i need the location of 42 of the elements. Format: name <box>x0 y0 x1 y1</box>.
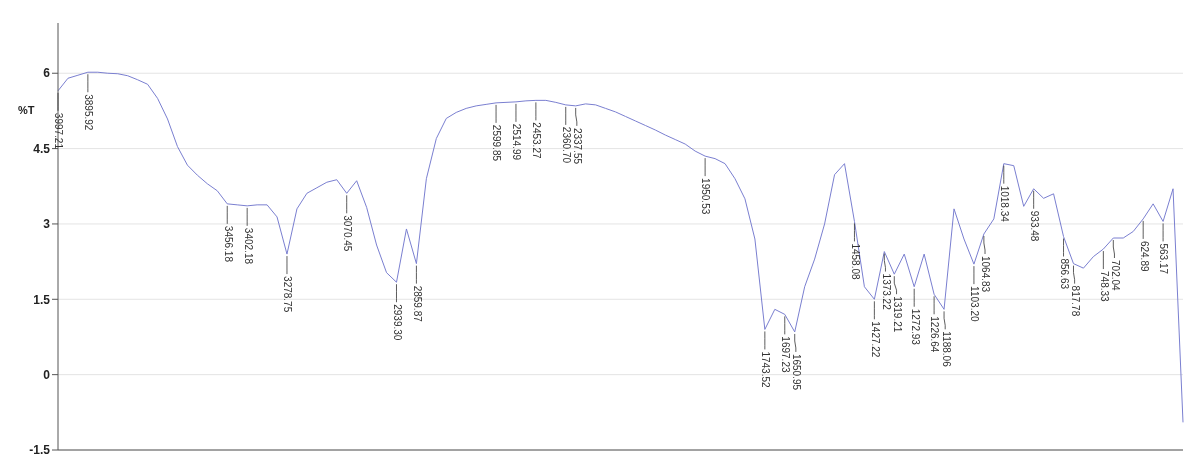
x-tick-label: 1650.95 <box>791 353 803 391</box>
x-tick-label: 702.04 <box>1109 260 1121 292</box>
x-tick-label: 3402.18 <box>242 227 254 265</box>
x-tick-label: 856.63 <box>1058 258 1070 290</box>
y-tick-label: 0 <box>43 367 51 382</box>
x-tick-label: 1697.23 <box>780 336 792 373</box>
x-tick-label: 933.48 <box>1029 210 1041 242</box>
x-tick-label: 3070.45 <box>342 215 354 252</box>
y-tick-label: 4.5 <box>33 141 51 156</box>
x-tick-label: 1018.34 <box>999 185 1011 223</box>
x-tick-label: 748.33 <box>1098 271 1110 303</box>
y-tick-label: -1.5 <box>29 443 51 458</box>
x-tick-label: 2337.55 <box>572 127 584 165</box>
x-tick-label: 1272.93 <box>909 308 921 346</box>
x-tick-label: 3456.18 <box>222 225 234 263</box>
y-tick-label: 1.5 <box>33 292 51 307</box>
x-tick-label: 2939.30 <box>391 304 403 341</box>
x-tick-label: 1064.83 <box>980 255 992 293</box>
x-tick-label: 1373.22 <box>880 273 892 311</box>
x-tick-label: 2599.85 <box>491 124 503 162</box>
x-tick-label: 817.78 <box>1069 285 1081 317</box>
x-tick-label: 624.89 <box>1138 240 1150 272</box>
x-tick-label: 1319.21 <box>891 296 903 333</box>
y-tick-label: 6 <box>43 66 51 81</box>
x-tick-label: 2514.99 <box>511 123 523 161</box>
x-tick-label: 3997.21 <box>53 112 65 150</box>
x-tick-label: 1743.52 <box>760 351 772 389</box>
x-tick-label: 2859.87 <box>411 285 423 323</box>
x-tick-label: 3278.75 <box>282 276 294 313</box>
y-axis-title: %T <box>18 103 35 116</box>
x-tick-label: 1458.08 <box>849 243 861 281</box>
x-tick-label: 1188.06 <box>940 331 952 368</box>
x-tick-label: 1103.20 <box>969 286 981 322</box>
x-tick-label: 563.17 <box>1158 243 1170 275</box>
x-tick-label: 1226.64 <box>929 316 941 353</box>
x-tick-label: 1427.22 <box>869 321 881 358</box>
x-tick-label: 3895.92 <box>83 94 95 131</box>
line-series <box>57 71 1184 423</box>
x-tick-label: 2453.27 <box>531 122 543 159</box>
y-tick-label: 3 <box>43 217 51 232</box>
x-tick-label: 1950.53 <box>700 178 712 215</box>
x-tick-label: 2360.70 <box>561 126 573 164</box>
